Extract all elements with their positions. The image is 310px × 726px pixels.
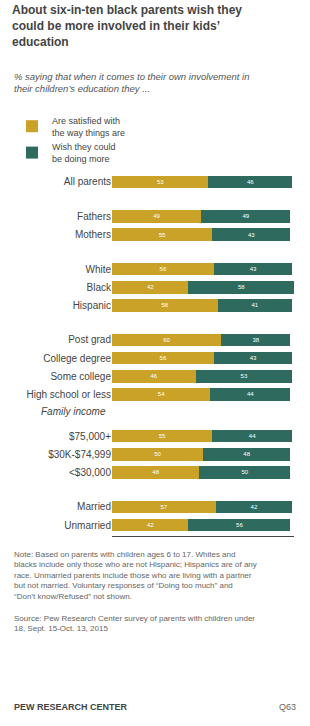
svg-text:55: 55 bbox=[159, 433, 166, 439]
svg-text:42: 42 bbox=[147, 522, 154, 528]
svg-text:50: 50 bbox=[242, 469, 249, 475]
svg-text:44: 44 bbox=[247, 391, 254, 397]
svg-text:<$30,000: <$30,000 bbox=[69, 467, 111, 478]
svg-text:Some college: Some college bbox=[50, 371, 111, 382]
svg-text:58: 58 bbox=[161, 302, 168, 308]
svg-text:Wish they couldbe doing more: Wish they couldbe doing more bbox=[52, 142, 116, 164]
svg-text:Post grad: Post grad bbox=[68, 334, 111, 345]
svg-text:50: 50 bbox=[154, 451, 161, 457]
svg-text:60: 60 bbox=[163, 337, 170, 343]
svg-text:48: 48 bbox=[152, 469, 159, 475]
svg-text:43: 43 bbox=[248, 232, 255, 238]
svg-text:Family income: Family income bbox=[41, 406, 106, 417]
svg-text:43: 43 bbox=[250, 266, 257, 272]
svg-text:High school or less: High school or less bbox=[27, 389, 111, 400]
svg-text:43: 43 bbox=[250, 355, 257, 361]
svg-text:Mothers: Mothers bbox=[75, 229, 111, 240]
svg-text:54: 54 bbox=[158, 391, 165, 397]
svg-text:College degree: College degree bbox=[43, 353, 111, 364]
svg-text:$75,000+: $75,000+ bbox=[69, 431, 111, 442]
svg-text:Unmarried: Unmarried bbox=[64, 520, 111, 531]
svg-text:46: 46 bbox=[151, 373, 158, 379]
svg-text:$30K-$74,999: $30K-$74,999 bbox=[48, 449, 111, 460]
svg-text:Source: Pew Research Center su: Source: Pew Research Center survey of pa… bbox=[14, 614, 255, 633]
svg-text:Hispanic: Hispanic bbox=[73, 300, 111, 311]
svg-text:White: White bbox=[85, 264, 111, 275]
svg-text:56: 56 bbox=[160, 266, 167, 272]
svg-text:42: 42 bbox=[147, 284, 154, 290]
svg-text:48: 48 bbox=[243, 451, 250, 457]
svg-text:53: 53 bbox=[241, 373, 248, 379]
svg-text:All parents: All parents bbox=[64, 176, 111, 187]
svg-text:Are satisfied withthe way thin: Are satisfied withthe way things are bbox=[52, 116, 125, 138]
svg-text:49: 49 bbox=[242, 213, 249, 219]
svg-text:44: 44 bbox=[249, 433, 256, 439]
svg-text:38: 38 bbox=[252, 337, 259, 343]
svg-text:Q63: Q63 bbox=[279, 702, 296, 712]
svg-text:PEW RESEARCH CENTER: PEW RESEARCH CENTER bbox=[14, 702, 128, 712]
svg-text:57: 57 bbox=[161, 504, 168, 510]
svg-text:55: 55 bbox=[159, 232, 166, 238]
svg-text:53: 53 bbox=[157, 179, 164, 185]
svg-text:Note: Based on parents with ch: Note: Based on parents with children age… bbox=[14, 550, 257, 601]
svg-text:Married: Married bbox=[77, 501, 111, 512]
svg-text:42: 42 bbox=[251, 504, 258, 510]
svg-text:58: 58 bbox=[238, 284, 245, 290]
svg-text:% saying that when it comes to: % saying that when it comes to their own… bbox=[14, 71, 250, 94]
svg-text:Fathers: Fathers bbox=[77, 211, 111, 222]
svg-text:56: 56 bbox=[160, 355, 167, 361]
svg-text:46: 46 bbox=[247, 179, 254, 185]
svg-text:49: 49 bbox=[153, 213, 160, 219]
svg-text:41: 41 bbox=[252, 302, 259, 308]
svg-text:56: 56 bbox=[236, 522, 243, 528]
svg-text:Black: Black bbox=[87, 282, 112, 293]
svg-text:About six-in-ten black parents: About six-in-ten black parents wish they… bbox=[12, 3, 242, 48]
